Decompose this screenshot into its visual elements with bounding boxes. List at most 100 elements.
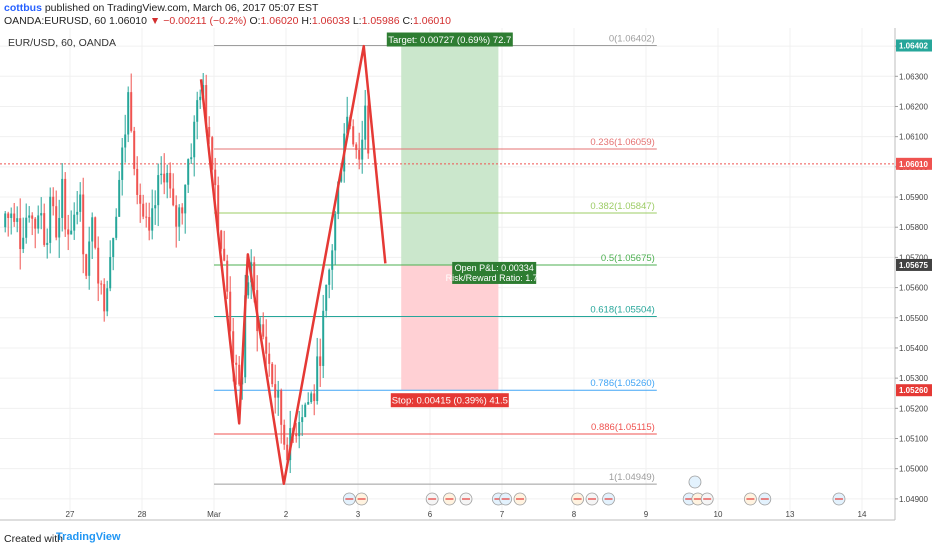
candle-body <box>112 237 115 257</box>
candle-body <box>22 237 25 250</box>
symbol-name[interactable]: OANDA:EURUSD, 60 <box>4 15 107 27</box>
x-tick-label: 2 <box>284 510 289 519</box>
harmonic-pattern-line <box>199 44 387 486</box>
price-tag <box>896 258 932 271</box>
candle-body <box>67 229 70 235</box>
candle-body <box>46 242 49 245</box>
candle-body <box>139 194 142 204</box>
candle-body <box>115 216 118 238</box>
candle-body <box>220 230 223 249</box>
candle-body <box>211 137 214 170</box>
candle-body <box>52 196 55 207</box>
position-zones <box>401 45 499 391</box>
created-with-label: Created with <box>4 533 63 545</box>
candle-body <box>364 105 367 140</box>
candle-body <box>127 92 130 135</box>
y-tick-label: 1.04900 <box>899 495 928 504</box>
y-tick-label: 1.05700 <box>899 253 928 262</box>
candle-body <box>193 121 196 158</box>
price-tag-label: 1.05260 <box>899 386 928 395</box>
y-tick-label: 1.06100 <box>899 133 928 142</box>
y-tick-label: 1.05400 <box>899 344 928 353</box>
candle-body <box>295 433 298 437</box>
symbol-line: OANDA:EURUSD, 60 1.06010 ▼ −0.00211 (−0.… <box>4 15 451 27</box>
candle-body <box>337 181 340 214</box>
target-label-box <box>386 32 513 47</box>
event-flag-icon[interactable] <box>688 475 702 489</box>
tradingview-logo[interactable]: TradingView <box>56 531 121 543</box>
candle-body <box>7 213 10 218</box>
fib-label: 0.786(1.05260) <box>590 378 654 389</box>
candle-body <box>70 230 73 235</box>
price-tag <box>896 157 932 170</box>
candle-body <box>181 207 184 214</box>
position-labels: Target: 0.00727 (0.69%) 72.7 Stop: 0.0041… <box>386 32 543 408</box>
candle-body <box>319 356 322 366</box>
candle-body <box>10 213 13 218</box>
candle-body <box>217 185 220 231</box>
price-tag-label: 1.05675 <box>899 261 928 270</box>
candle-body <box>151 208 154 231</box>
candle-body <box>277 390 280 398</box>
candle-body <box>313 393 316 402</box>
candle-body <box>91 217 94 242</box>
stop-label-box <box>390 393 509 408</box>
candle-body <box>166 172 169 183</box>
candle-body <box>223 248 226 261</box>
candle-body <box>214 169 217 186</box>
candle-body <box>61 178 64 218</box>
x-tick-label: 28 <box>138 510 147 519</box>
candle-body <box>232 331 235 363</box>
candle-body <box>361 139 364 160</box>
x-tick-label: Mar <box>207 510 221 519</box>
candle-body <box>49 196 52 243</box>
target-zone <box>401 45 499 265</box>
risk-reward-label: Risk/Reward Ratio: 1.75 <box>446 273 543 283</box>
candle-body <box>172 188 175 206</box>
fib-label: 0(1.06402) <box>609 34 655 45</box>
author-name[interactable]: cottbus <box>4 2 42 14</box>
open-label: O: <box>249 15 261 27</box>
candle-body <box>13 213 16 222</box>
candle-body <box>55 206 58 238</box>
fib-label: 0.618(1.05504) <box>590 305 654 316</box>
candle-body <box>274 384 277 398</box>
x-tick-label: 3 <box>356 510 361 519</box>
candle-body <box>328 269 331 285</box>
candle-body <box>73 214 76 231</box>
candle-body <box>235 362 238 365</box>
published-text: published on TradingView.com, March 06, … <box>44 2 319 14</box>
candle-body <box>88 241 91 276</box>
fib-label: 0.382(1.05847) <box>590 201 654 212</box>
candle-body <box>271 363 274 385</box>
candle-body <box>37 215 40 229</box>
candle-body <box>286 444 289 461</box>
x-tick-label: 27 <box>66 510 75 519</box>
price-change: ▼ −0.00211 (−0.2%) <box>149 15 247 27</box>
candle-body <box>154 205 157 209</box>
candle-body <box>124 134 127 148</box>
high-label: H: <box>301 15 312 27</box>
candle-body <box>82 194 85 255</box>
candle-body <box>325 284 328 311</box>
candle-body <box>85 254 88 276</box>
candle-body <box>157 175 160 206</box>
stop-label: Stop: 0.00415 (0.39%) 41.5 <box>392 396 508 407</box>
candle-body <box>265 336 268 354</box>
candle-body <box>40 213 43 216</box>
close-label: C: <box>402 15 413 27</box>
candle-body <box>244 295 247 378</box>
y-tick-label: 1.05100 <box>899 435 928 444</box>
candle-body <box>160 173 163 176</box>
candle-body <box>109 256 112 289</box>
last-price: 1.06010 <box>109 15 147 27</box>
price-chart[interactable]: 0(1.06402) 0.236(1.06059) 0.382(1.05847) 0.… <box>0 28 932 528</box>
price-tag <box>896 384 932 397</box>
candle-body <box>97 247 100 284</box>
x-tick-label: 7 <box>500 510 505 519</box>
candle-body <box>247 282 250 296</box>
candle-body <box>352 126 355 145</box>
candle-body <box>298 422 301 437</box>
fib-label: 0.5(1.05675) <box>601 253 655 264</box>
candle-body <box>16 218 19 222</box>
